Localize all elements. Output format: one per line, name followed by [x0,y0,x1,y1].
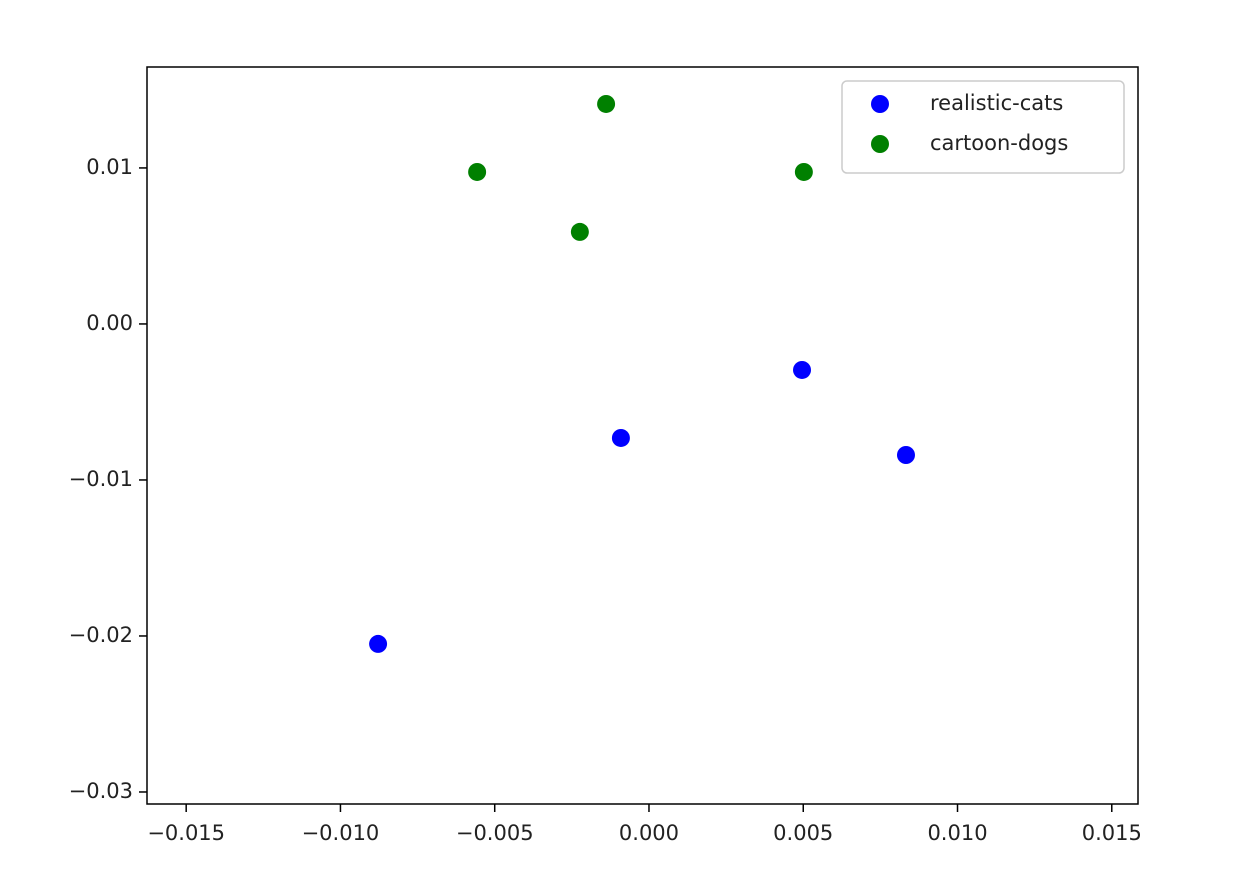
point [793,360,812,379]
x-tick-label: 0.015 [1082,821,1142,845]
legend-marker [871,135,889,153]
legend-frame [841,80,1125,174]
x-tick-label: 0.000 [619,821,679,845]
x-tick-label: 0.005 [773,821,833,845]
legend-label: cartoon-dogs [930,131,1068,155]
x-tick-label: −0.015 [147,821,225,845]
point [611,428,630,447]
point [369,634,388,653]
legend-marker [871,95,889,113]
x-tick-label: 0.010 [927,821,987,845]
point [468,162,487,181]
y-tick-label: −0.01 [69,467,133,491]
x-tick-label: −0.005 [456,821,534,845]
y-tick-label: −0.03 [69,779,133,803]
legend-label: realistic-cats [930,91,1063,115]
y-tick-label: 0.00 [86,311,133,335]
x-tick-label: −0.010 [302,821,380,845]
point [794,162,813,181]
point [570,222,589,241]
point [597,94,616,113]
y-tick-label: 0.01 [86,155,133,179]
y-tick-label: −0.02 [69,623,133,647]
point [896,446,915,465]
plot-frame [146,66,1139,805]
